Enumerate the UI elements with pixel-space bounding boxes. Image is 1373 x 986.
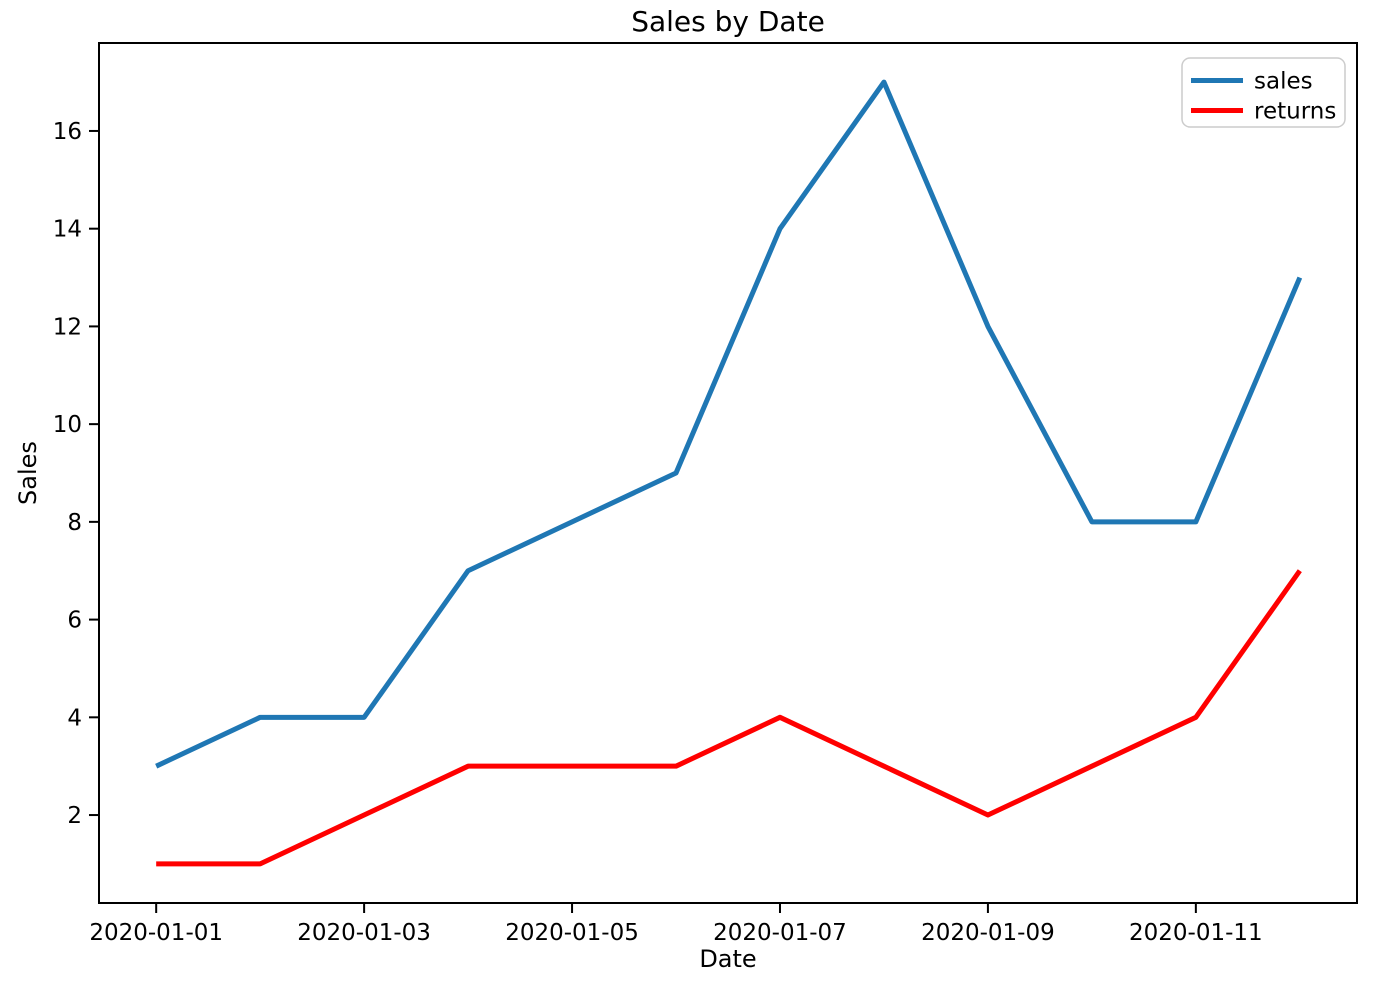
x-tick-label: 2020-01-11 xyxy=(1129,920,1263,946)
y-tick-label: 12 xyxy=(53,314,82,340)
y-axis-label: Sales xyxy=(14,441,42,505)
sales-line xyxy=(155,79,1303,769)
x-tick-label: 2020-01-07 xyxy=(713,920,847,946)
y-tick-label: 8 xyxy=(67,510,82,536)
y-tick-label: 14 xyxy=(53,217,82,243)
legend: sales returns xyxy=(1181,57,1346,128)
y-tick-label: 6 xyxy=(67,608,82,634)
x-tick-label: 2020-01-05 xyxy=(505,920,639,946)
legend-label-sales: sales xyxy=(1254,69,1313,95)
axis-ticks: 2020-01-01 2020-01-03 2020-01-05 2020-01-07… xyxy=(53,119,1263,946)
returns-line xyxy=(156,569,1302,867)
data-series xyxy=(155,79,1303,867)
x-axis-label: Date xyxy=(699,945,756,973)
x-tick-label: 2020-01-09 xyxy=(921,920,1055,946)
x-tick-label: 2020-01-03 xyxy=(297,920,431,946)
y-tick-label: 16 xyxy=(53,119,82,145)
y-tick-label: 2 xyxy=(67,803,82,829)
y-tick-label: 4 xyxy=(67,705,82,731)
legend-label-returns: returns xyxy=(1254,99,1336,125)
y-tick-label: 10 xyxy=(53,412,82,438)
x-tick-label: 2020-01-01 xyxy=(89,920,223,946)
chart-title: Sales by Date xyxy=(631,5,825,38)
plot-area-frame xyxy=(98,42,1358,904)
